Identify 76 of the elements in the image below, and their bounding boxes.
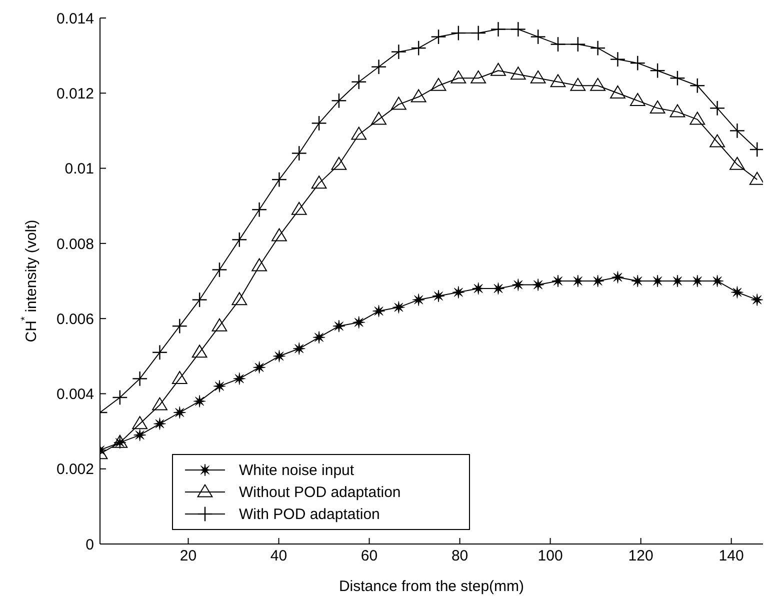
point xyxy=(690,112,706,125)
point xyxy=(390,96,406,110)
point xyxy=(412,294,425,306)
point xyxy=(430,78,446,91)
point xyxy=(173,406,186,419)
point xyxy=(331,156,347,170)
point xyxy=(452,286,465,299)
point xyxy=(730,286,744,299)
point xyxy=(630,92,646,106)
point xyxy=(490,62,506,76)
point xyxy=(611,270,624,284)
point xyxy=(212,318,228,332)
y-tick-label: 0.006 xyxy=(56,310,94,328)
point xyxy=(730,156,745,170)
point xyxy=(172,370,188,384)
point xyxy=(232,292,248,306)
point xyxy=(192,344,208,358)
point xyxy=(213,380,226,392)
point xyxy=(352,316,366,329)
point xyxy=(590,78,606,91)
point xyxy=(550,74,566,88)
legend-label: White noise input xyxy=(239,462,354,478)
point xyxy=(311,176,327,189)
point xyxy=(631,274,644,288)
point xyxy=(332,320,346,332)
x-tick-label: 60 xyxy=(360,548,378,565)
x-tick-label: 120 xyxy=(628,548,654,565)
y-tick-label: 0.008 xyxy=(56,236,94,253)
point xyxy=(650,100,666,114)
point xyxy=(132,416,148,430)
point xyxy=(272,228,287,242)
point xyxy=(253,361,266,374)
point xyxy=(670,104,686,118)
x-tick-label: 40 xyxy=(270,548,288,565)
point xyxy=(492,282,505,295)
x-tick-label: 100 xyxy=(538,548,563,565)
point xyxy=(470,70,486,84)
point xyxy=(292,342,306,355)
point xyxy=(570,78,586,91)
y-tick-label: 0.012 xyxy=(56,85,94,102)
point xyxy=(750,294,763,306)
x-tick-label: 80 xyxy=(451,548,468,565)
point xyxy=(351,126,367,140)
point xyxy=(510,66,526,80)
point xyxy=(193,394,206,408)
point xyxy=(371,112,386,125)
y-tick-label: 0.014 xyxy=(56,10,94,28)
point xyxy=(450,70,466,84)
x-tick-label: 20 xyxy=(180,548,197,565)
legend-label: With POD adaptation xyxy=(239,506,380,522)
point xyxy=(610,85,626,98)
point xyxy=(233,372,246,385)
point xyxy=(272,350,286,362)
point xyxy=(432,290,445,302)
point xyxy=(410,89,426,102)
legend-label: Without POD adaptation xyxy=(239,484,401,500)
y-tick-label: 0 xyxy=(86,536,94,554)
point xyxy=(372,304,386,318)
point xyxy=(711,274,724,288)
point xyxy=(153,418,166,430)
point xyxy=(134,428,146,442)
point xyxy=(252,258,267,272)
x-axis-title: Distance from the step(mm) xyxy=(338,578,524,595)
point xyxy=(512,278,524,292)
y-tick-label: 0.002 xyxy=(56,461,94,478)
point xyxy=(530,70,546,84)
point xyxy=(152,397,168,410)
y-tick-label: 0.004 xyxy=(56,386,94,404)
point xyxy=(392,301,405,314)
point xyxy=(291,202,307,215)
point xyxy=(532,278,544,292)
point xyxy=(592,274,604,288)
y-tick-label: 0.01 xyxy=(64,160,94,178)
point xyxy=(710,134,725,148)
x-tick-label: 140 xyxy=(718,548,744,565)
point xyxy=(312,331,326,344)
